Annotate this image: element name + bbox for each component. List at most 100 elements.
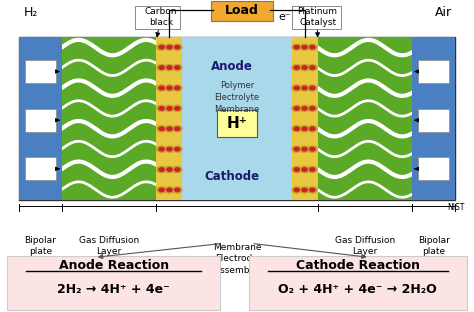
Circle shape bbox=[167, 107, 172, 110]
Circle shape bbox=[159, 168, 164, 171]
Circle shape bbox=[165, 187, 174, 193]
Circle shape bbox=[308, 105, 317, 111]
Circle shape bbox=[302, 127, 307, 130]
Circle shape bbox=[159, 66, 164, 69]
FancyBboxPatch shape bbox=[249, 256, 467, 310]
Circle shape bbox=[300, 44, 309, 50]
Bar bbox=[156, 37, 182, 200]
Circle shape bbox=[174, 148, 180, 151]
Circle shape bbox=[159, 46, 164, 49]
Circle shape bbox=[302, 46, 307, 49]
Text: O₂ + 4H⁺ + 4e⁻ → 2H₂O: O₂ + 4H⁺ + 4e⁻ → 2H₂O bbox=[279, 283, 437, 296]
FancyBboxPatch shape bbox=[292, 6, 341, 29]
Text: Anode: Anode bbox=[211, 60, 253, 73]
Text: H₂: H₂ bbox=[24, 6, 38, 19]
Circle shape bbox=[167, 148, 172, 151]
Bar bbox=[25, 60, 55, 83]
Circle shape bbox=[159, 107, 164, 110]
Circle shape bbox=[173, 65, 182, 71]
Circle shape bbox=[167, 188, 172, 192]
Circle shape bbox=[157, 85, 166, 91]
Circle shape bbox=[310, 148, 315, 151]
Circle shape bbox=[173, 146, 182, 152]
Text: Polymer
Electrolyte
Membrane: Polymer Electrolyte Membrane bbox=[214, 81, 260, 114]
Circle shape bbox=[294, 127, 299, 130]
Circle shape bbox=[167, 46, 172, 49]
Bar bbox=[419, 158, 449, 180]
Bar bbox=[292, 37, 318, 200]
Text: H⁺: H⁺ bbox=[227, 116, 247, 131]
Circle shape bbox=[302, 66, 307, 69]
Circle shape bbox=[308, 65, 317, 71]
Circle shape bbox=[165, 44, 174, 50]
Bar bbox=[19, 37, 62, 200]
Text: 2H₂ → 4H⁺ + 4e⁻: 2H₂ → 4H⁺ + 4e⁻ bbox=[57, 283, 170, 296]
Text: NIST: NIST bbox=[447, 203, 465, 212]
Circle shape bbox=[310, 66, 315, 69]
Circle shape bbox=[294, 46, 299, 49]
Circle shape bbox=[174, 86, 180, 90]
Circle shape bbox=[174, 168, 180, 171]
Circle shape bbox=[157, 187, 166, 193]
Circle shape bbox=[294, 86, 299, 90]
Circle shape bbox=[174, 107, 180, 110]
Circle shape bbox=[157, 146, 166, 152]
Circle shape bbox=[294, 168, 299, 171]
Text: Bipolar
plate: Bipolar plate bbox=[418, 236, 450, 256]
Circle shape bbox=[165, 105, 174, 111]
Text: Carbon
black: Carbon black bbox=[145, 7, 177, 27]
Text: Gas Diffusion
Layer: Gas Diffusion Layer bbox=[335, 236, 395, 256]
Circle shape bbox=[165, 167, 174, 173]
Circle shape bbox=[174, 127, 180, 130]
Circle shape bbox=[174, 46, 180, 49]
Circle shape bbox=[292, 65, 301, 71]
Circle shape bbox=[157, 65, 166, 71]
Text: Cathode Reaction: Cathode Reaction bbox=[296, 259, 420, 272]
Circle shape bbox=[173, 187, 182, 193]
Text: Gas Diffusion
Layer: Gas Diffusion Layer bbox=[79, 236, 139, 256]
FancyBboxPatch shape bbox=[135, 6, 180, 29]
Circle shape bbox=[165, 126, 174, 132]
Circle shape bbox=[302, 86, 307, 90]
Circle shape bbox=[157, 126, 166, 132]
Circle shape bbox=[302, 148, 307, 151]
Text: Load: Load bbox=[225, 4, 259, 17]
Text: Air: Air bbox=[435, 6, 452, 19]
Circle shape bbox=[302, 107, 307, 110]
Circle shape bbox=[300, 105, 309, 111]
Circle shape bbox=[310, 188, 315, 192]
Circle shape bbox=[165, 146, 174, 152]
Circle shape bbox=[294, 188, 299, 192]
Circle shape bbox=[308, 85, 317, 91]
Circle shape bbox=[292, 146, 301, 152]
Circle shape bbox=[159, 188, 164, 192]
Bar bbox=[25, 158, 55, 180]
Circle shape bbox=[300, 65, 309, 71]
Circle shape bbox=[302, 168, 307, 171]
Circle shape bbox=[308, 167, 317, 173]
FancyBboxPatch shape bbox=[7, 256, 220, 310]
Bar bbox=[62, 37, 156, 200]
Text: Anode Reaction: Anode Reaction bbox=[59, 259, 169, 272]
Circle shape bbox=[294, 66, 299, 69]
Circle shape bbox=[173, 85, 182, 91]
Bar bbox=[19, 37, 455, 200]
Circle shape bbox=[173, 126, 182, 132]
Circle shape bbox=[165, 85, 174, 91]
FancyBboxPatch shape bbox=[211, 1, 273, 21]
Circle shape bbox=[167, 168, 172, 171]
FancyBboxPatch shape bbox=[217, 110, 257, 137]
Circle shape bbox=[308, 146, 317, 152]
Circle shape bbox=[292, 167, 301, 173]
Circle shape bbox=[308, 187, 317, 193]
Bar bbox=[419, 109, 449, 132]
Bar bbox=[182, 37, 292, 200]
Circle shape bbox=[173, 167, 182, 173]
Circle shape bbox=[308, 126, 317, 132]
Circle shape bbox=[167, 127, 172, 130]
Bar bbox=[25, 109, 55, 132]
Text: e⁻: e⁻ bbox=[278, 12, 291, 22]
Bar bbox=[412, 37, 455, 200]
Circle shape bbox=[173, 44, 182, 50]
Bar bbox=[318, 37, 412, 200]
